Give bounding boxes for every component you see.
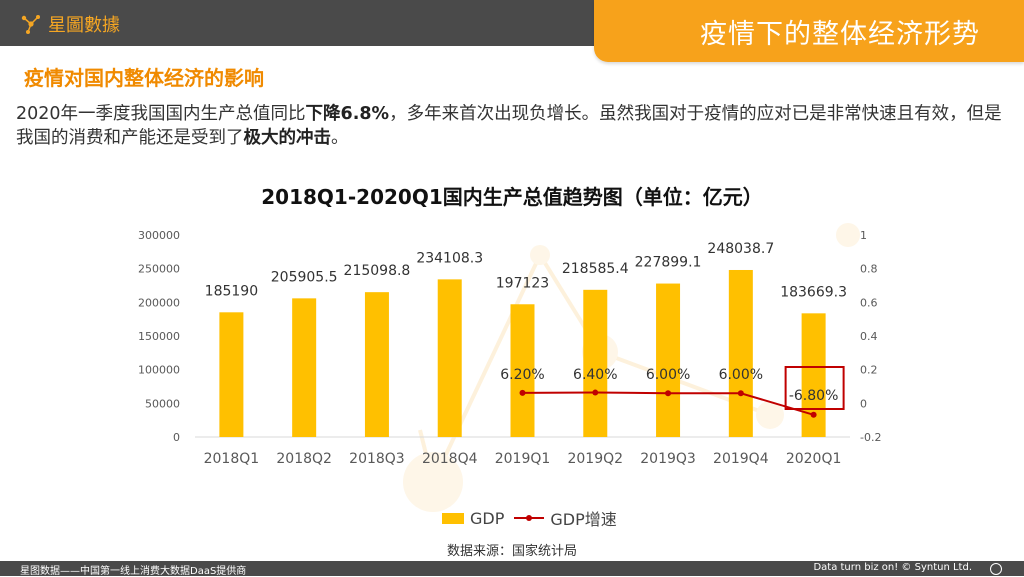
x-tick-label: 2018Q1 [204, 451, 260, 467]
legend-item-gdp: GDP [442, 509, 504, 528]
y-left-tick-label: 100000 [138, 364, 180, 377]
y-right-tick-label: -0.2 [860, 431, 881, 444]
deco-node [836, 223, 860, 247]
gdp-bar-label: 248038.7 [707, 241, 774, 257]
growth-point [592, 389, 599, 396]
network-icon [21, 15, 40, 34]
gdp-bar-label: 234108.3 [416, 250, 483, 266]
growth-point-label: 6.00% [719, 367, 763, 383]
growth-point-label: 6.20% [500, 367, 544, 383]
y-left-tick-label: 50000 [145, 397, 180, 410]
legend-swatch-bar [442, 512, 464, 524]
y-left-tick-label: 200000 [138, 296, 180, 309]
gdp-bar-label: 215098.8 [344, 263, 411, 279]
x-tick-label: 2019Q4 [713, 451, 769, 467]
deco-node [756, 401, 784, 429]
gdp-bar [583, 289, 608, 437]
highlight-box [784, 366, 845, 410]
section-title: 疫情对国内整体经济的影响 [24, 66, 264, 90]
y-left-tick-label: 300000 [138, 229, 180, 242]
page-title: 疫情下的整体经济形势 [700, 19, 980, 50]
legend-label-gdp: GDP [470, 508, 505, 528]
growth-point [737, 390, 744, 397]
growth-point-label: 6.40% [573, 367, 617, 383]
x-tick-label: 2020Q1 [786, 451, 842, 467]
gdp-bar [510, 304, 535, 437]
footer-right-text: Data turn biz on! © Syntun Ltd. [813, 562, 972, 573]
paragraph-text-2: ，多年来首次出现负增长。虽然我国对于疫情的应对已是非常快速且有效，但是我国的消费… [16, 104, 1002, 148]
gdp-bar-label: 183669.3 [780, 284, 847, 300]
legend-item-growth: GDP增速 [514, 506, 617, 530]
y-right-tick-label: 0.8 [860, 263, 878, 276]
paragraph-text-1: 2020年一季度我国国内生产总值同比 [16, 104, 306, 124]
gdp-bar-label: 205905.5 [271, 269, 338, 285]
y-left-tick-label: 0 [173, 431, 180, 444]
y-right-tick-label: 0.4 [860, 330, 878, 343]
x-tick-label: 2019Q3 [640, 451, 696, 467]
legend-label-growth: GDP增速 [550, 510, 617, 529]
x-tick-label: 2018Q2 [276, 451, 332, 467]
x-tick-label: 2019Q2 [567, 451, 623, 467]
gdp-bar [656, 283, 681, 437]
x-tick-label: 2019Q1 [495, 451, 551, 467]
growth-point-label: -6.80% [789, 388, 839, 404]
gdp-bar-label: 197123 [496, 275, 549, 291]
page-title-tab: 疫情下的整体经济形势 [594, 0, 1024, 62]
footer-left-text: 星图数据——中国第一线上消费大数据DaaS提供商 [20, 566, 247, 577]
chart-legend: GDP GDP增速 [442, 506, 617, 530]
gdp-bar [292, 298, 317, 437]
legend-swatch-line [514, 512, 545, 524]
y-right-tick-label: 0 [860, 397, 867, 410]
paragraph-text-3: 。 [331, 128, 349, 148]
growth-point [810, 411, 817, 418]
gdp-bar [728, 269, 753, 437]
y-left-tick-label: 250000 [138, 263, 180, 276]
gdp-bar-label: 185190 [205, 283, 258, 299]
gdp-bar [219, 312, 244, 437]
y-right-tick-label: 0.2 [860, 364, 878, 377]
chart-title: 2018Q1-2020Q1国内生产总值趋势图（单位：亿元） [261, 185, 763, 209]
growth-point-label: 6.00% [646, 367, 690, 383]
paragraph-highlight-1: 下降6.8% [305, 104, 390, 124]
deco-node [530, 245, 550, 265]
growth-point [519, 389, 526, 396]
paragraph-highlight-2: 极大的冲击 [243, 128, 332, 148]
x-tick-label: 2018Q3 [349, 451, 405, 467]
gdp-bar [364, 292, 389, 437]
y-right-tick-label: 1 [860, 229, 867, 242]
x-tick-label: 2018Q4 [422, 451, 478, 467]
deco-line [431, 254, 542, 483]
brand-name: 星圖數據 [48, 15, 120, 36]
y-right-tick-label: 0.6 [860, 296, 878, 309]
data-source: 数据来源：国家统计局 [446, 544, 577, 559]
brand-logo: 星圖數據 [20, 12, 120, 36]
gdp-bar [437, 279, 462, 437]
gdp-bar [801, 313, 826, 437]
footer-bar: 星图数据——中国第一线上消费大数据DaaS提供商 Data turn biz o… [0, 561, 1024, 577]
summary-paragraph: 2020年一季度我国国内生产总值同比下降6.8%，多年来首次出现负增长。虽然我国… [16, 102, 1006, 150]
growth-point [665, 390, 672, 397]
deco-node [403, 452, 463, 512]
footer-circle-icon [990, 563, 1002, 575]
y-left-tick-label: 150000 [138, 330, 180, 343]
gdp-bar-label: 227899.1 [635, 255, 702, 271]
gdp-bar-label: 218585.4 [562, 261, 629, 277]
